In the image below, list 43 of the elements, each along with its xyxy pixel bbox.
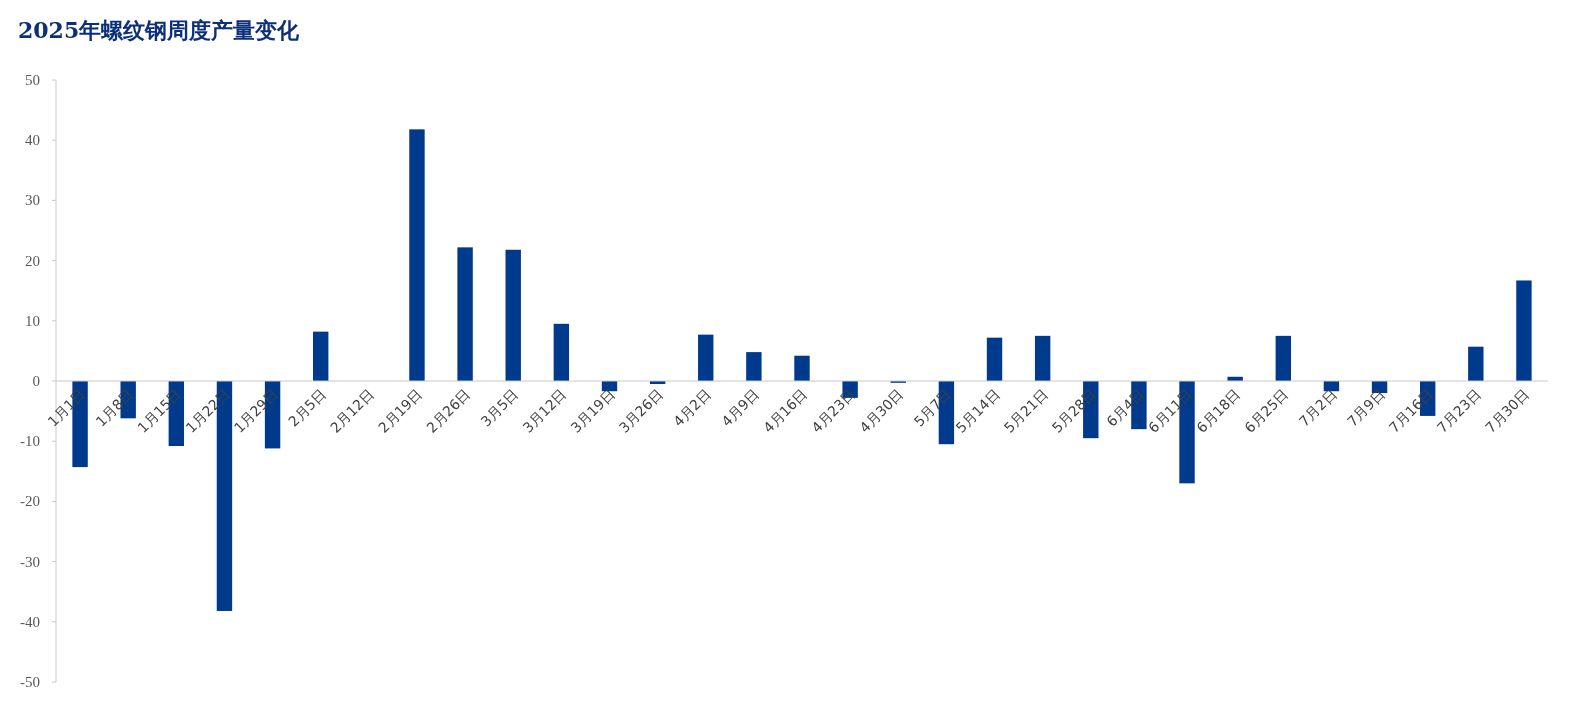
x-tick-label: 5月7日: [910, 385, 955, 430]
x-tick-label: 6月25日: [1241, 385, 1292, 436]
x-tick-label: 4月23日: [808, 385, 859, 436]
x-tick-label: 7月9日: [1343, 385, 1388, 430]
x-tick-label: 1月8日: [92, 385, 137, 430]
x-tick-label: 1月22日: [182, 385, 233, 436]
y-tick-label: -40: [20, 613, 40, 630]
x-tick-label: 3月5日: [477, 385, 522, 430]
y-tick-label: 20: [25, 252, 40, 269]
x-tick-label: 2月12日: [326, 385, 377, 436]
x-tick-label: 7月16日: [1385, 385, 1436, 436]
x-tick-label: 4月9日: [718, 385, 762, 430]
x-tick-label: 7月2日: [1295, 385, 1340, 430]
y-tick-label: -10: [20, 433, 40, 450]
x-tick-label: 6月11日: [1145, 385, 1196, 436]
x-tick-label: 2月19日: [375, 385, 426, 436]
x-tick-label: 2月5日: [285, 385, 329, 430]
x-tick-label: 1月15日: [134, 385, 185, 436]
y-tick-label: -20: [20, 493, 40, 510]
x-tick-label: 3月19日: [567, 385, 618, 436]
x-tick-label: 5月21日: [1000, 385, 1051, 436]
y-tick-label: 50: [25, 72, 40, 88]
y-tick-label: 40: [25, 132, 40, 149]
chart-title: 2025年螺纹钢周度产量变化: [18, 17, 301, 43]
y-tick-label: 30: [25, 192, 40, 209]
y-tick-label: 10: [25, 312, 40, 329]
x-tick-label: 5月14日: [952, 385, 1003, 436]
x-tick-label: 4月30日: [856, 385, 907, 436]
x-tick-label: 3月26日: [615, 385, 666, 436]
y-tick-label: 0: [32, 373, 40, 389]
y-tick-label: -50: [20, 674, 40, 690]
y-tick-label: -30: [20, 553, 40, 570]
x-tick-label: 4月2日: [670, 385, 714, 430]
x-tick-label: 7月30日: [1482, 385, 1533, 436]
x-tick-label: 2月26日: [423, 385, 474, 436]
x-tick-label: 1月29日: [230, 385, 281, 436]
x-tick-label: 4月16日: [760, 385, 811, 436]
x-tick-label: 3月12日: [519, 385, 570, 436]
x-tick-label: 1月1日: [44, 385, 89, 430]
x-tick-label: 6月4日: [1103, 385, 1148, 430]
x-tick-label: 6月18日: [1193, 385, 1244, 436]
x-tick-label: 7月23日: [1433, 385, 1484, 436]
x-tick-label: 5月28日: [1048, 385, 1099, 436]
